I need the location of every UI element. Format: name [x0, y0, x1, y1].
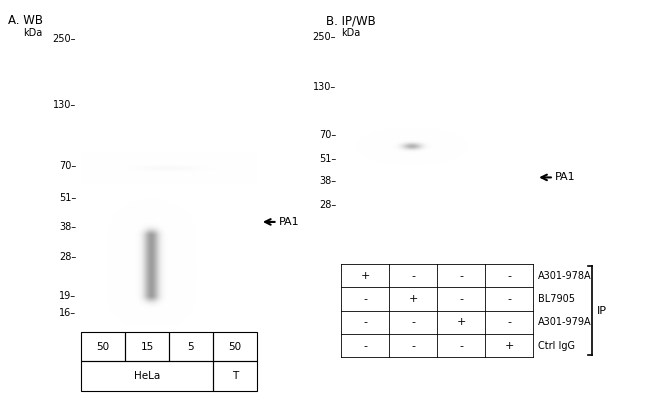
Text: -: -: [507, 318, 511, 327]
Text: 19–: 19–: [59, 291, 76, 301]
Text: -: -: [411, 318, 415, 327]
Text: 70–: 70–: [318, 129, 336, 139]
Text: 15: 15: [140, 342, 153, 352]
Text: +: +: [504, 341, 514, 351]
Text: 16–: 16–: [59, 308, 76, 318]
Text: -: -: [363, 318, 367, 327]
Text: A. WB: A. WB: [8, 14, 43, 27]
Bar: [213, 361, 257, 391]
Text: B. IP/WB: B. IP/WB: [326, 14, 376, 27]
Text: 28–: 28–: [318, 200, 336, 210]
Text: 250–: 250–: [53, 35, 76, 44]
Text: 70–: 70–: [58, 161, 76, 171]
Text: +: +: [456, 318, 466, 327]
Text: +: +: [361, 271, 370, 280]
Text: 50: 50: [228, 342, 241, 352]
Text: Ctrl IgG: Ctrl IgG: [538, 341, 575, 351]
Text: A301-978A: A301-978A: [538, 271, 592, 280]
Text: -: -: [507, 271, 511, 280]
Text: -: -: [459, 341, 463, 351]
Text: 38–: 38–: [319, 177, 336, 186]
Bar: [213, 332, 257, 361]
Text: 5: 5: [188, 342, 194, 352]
Text: 51–: 51–: [318, 154, 336, 164]
Text: 250–: 250–: [313, 32, 336, 42]
Text: +: +: [408, 294, 418, 304]
Text: -: -: [411, 271, 415, 280]
Bar: [169, 332, 213, 361]
Text: T: T: [231, 371, 238, 381]
Bar: [125, 332, 169, 361]
Text: 38–: 38–: [59, 222, 76, 232]
Text: 28–: 28–: [58, 252, 76, 262]
Text: -: -: [363, 294, 367, 304]
Text: 130–: 130–: [313, 82, 336, 92]
Text: PA1: PA1: [555, 172, 576, 183]
Text: kDa: kDa: [341, 28, 361, 38]
Text: A301-979A: A301-979A: [538, 318, 592, 327]
Bar: [81, 361, 213, 391]
Text: -: -: [507, 294, 511, 304]
Text: 50: 50: [97, 342, 110, 352]
Text: 51–: 51–: [58, 193, 76, 203]
Text: HeLa: HeLa: [134, 371, 160, 381]
Text: PA1: PA1: [279, 217, 300, 227]
Text: -: -: [411, 341, 415, 351]
Text: -: -: [363, 341, 367, 351]
Text: IP: IP: [597, 306, 606, 316]
Text: -: -: [459, 294, 463, 304]
Text: -: -: [459, 271, 463, 280]
Text: kDa: kDa: [23, 28, 42, 38]
Bar: [81, 332, 125, 361]
Text: BL7905: BL7905: [538, 294, 575, 304]
Text: 130–: 130–: [53, 100, 76, 110]
